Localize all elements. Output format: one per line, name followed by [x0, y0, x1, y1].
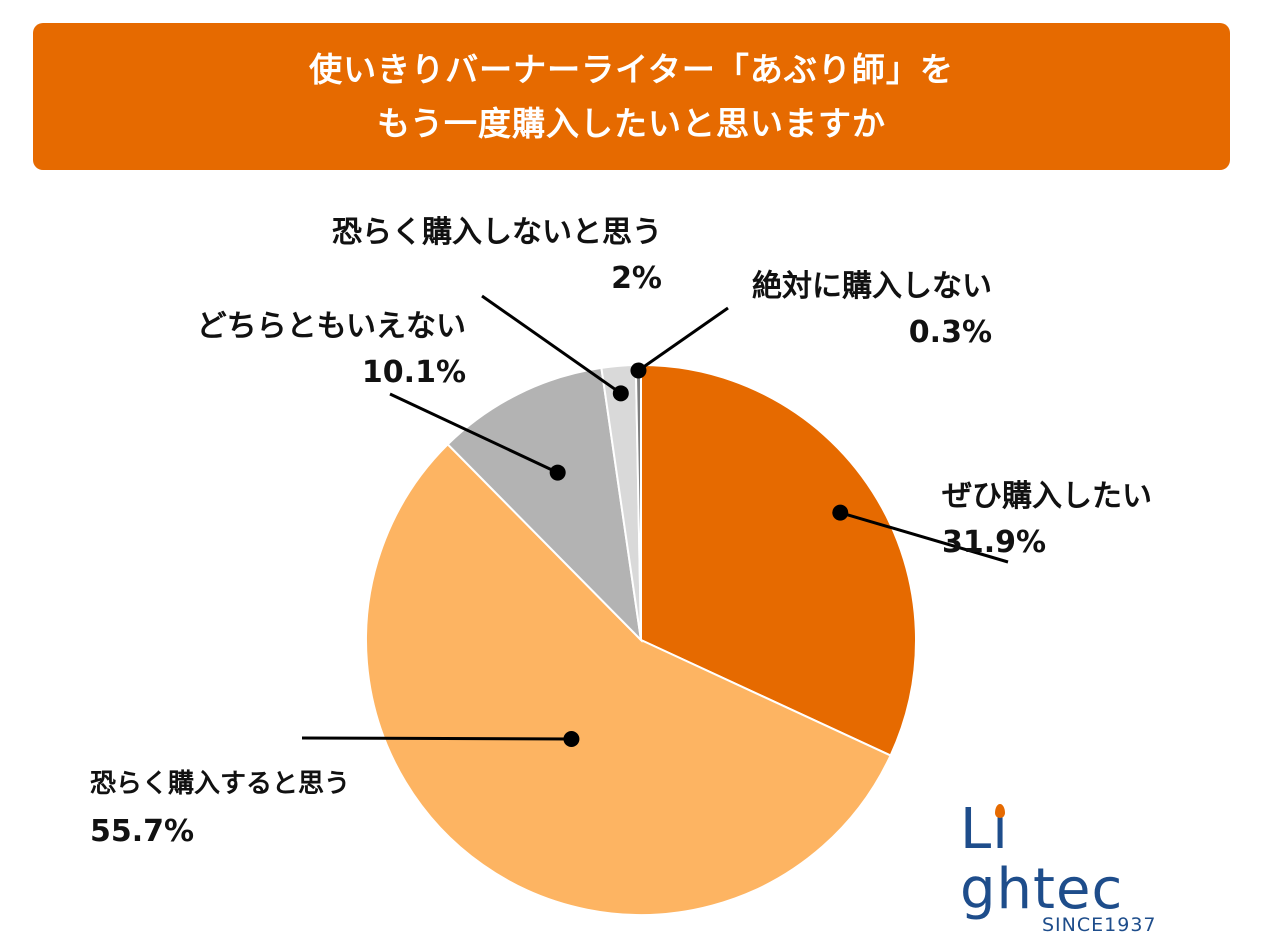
label-slice-4-pct: 0.3% [908, 315, 992, 350]
label-slice-0-pct: 31.9% [942, 525, 1047, 560]
logo-word-start: L [960, 797, 993, 862]
leader-dot-0 [832, 504, 849, 521]
leader-dot-3 [612, 385, 629, 402]
label-slice-1-pct: 55.7% [90, 814, 195, 849]
leader-dot-2 [549, 464, 566, 481]
label-slice-2-name: どちらともいえない [196, 309, 466, 344]
label-slice-3-pct: 2% [611, 261, 662, 296]
label-slice-3-name: 恐らく購入しないと思う [332, 215, 662, 250]
label-slice-2: どちらともいえない 10.1% [166, 304, 466, 396]
label-slice-3: 恐らく購入しないと思う 2% [296, 210, 662, 302]
lightec-logo: Lı ghtec SINCE1937 [960, 800, 1160, 937]
logo-since: SINCE1937 [1042, 914, 1157, 936]
leader-line-3 [481, 294, 622, 395]
leader-line-4 [637, 306, 729, 372]
label-slice-4: 絶対に購入しない 0.3% [720, 264, 992, 356]
chart-title-line-1: 使いきりバーナーライター「あぶり師」を [309, 49, 954, 89]
label-slice-0: ぜひ購入したい 31.9% [942, 474, 1152, 566]
logo-word-end: ghtec [960, 857, 1124, 922]
label-slice-0-name: ぜひ購入したい [942, 479, 1152, 514]
leader-line-0 [839, 511, 1009, 564]
leader-dot-1 [563, 730, 580, 747]
leader-dot-4 [630, 362, 647, 379]
pie-slice-2 [446, 366, 643, 643]
label-slice-1-name: 恐らく購入すると思う [90, 769, 351, 799]
label-slice-2-pct: 10.1% [361, 355, 466, 390]
logo-i-letter: ı [992, 797, 1009, 862]
pie-slice-1 [365, 442, 892, 916]
logo-wordmark: Lı ghtec [960, 800, 1160, 920]
label-slice-1: 恐らく購入すると思う 55.7% [90, 760, 350, 856]
flame-icon [995, 804, 1006, 818]
chart-title-banner: 使いきりバーナーライター「あぶり師」を もう一度購入したいと思いますか [33, 23, 1230, 170]
chart-title-line-2: もう一度購入したいと思いますか [376, 103, 886, 143]
label-slice-4-name: 絶対に購入しない [752, 269, 992, 304]
pie-slice-0 [640, 363, 917, 757]
leader-line-2 [389, 392, 559, 474]
leader-line-1 [301, 736, 572, 741]
